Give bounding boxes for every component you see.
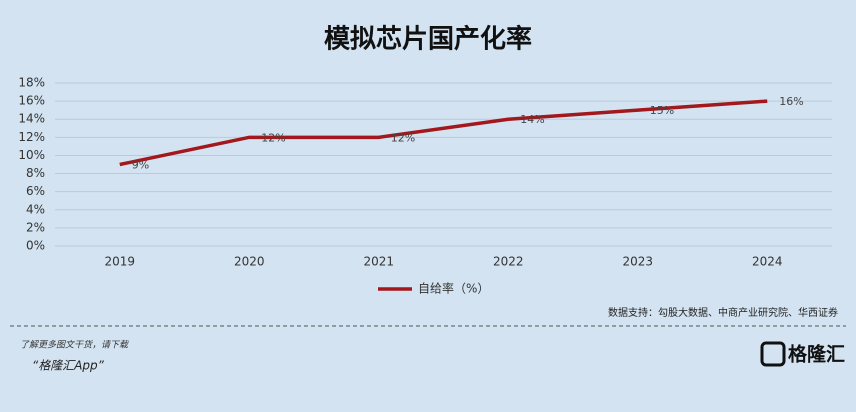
data-label: 15% — [650, 104, 674, 117]
x-tick-label: 2019 — [104, 255, 135, 269]
logo-icon — [760, 341, 786, 367]
y-tick-label: 2% — [26, 220, 45, 234]
x-tick-label: 2022 — [493, 255, 524, 269]
line-series — [119, 99, 768, 167]
y-tick-label: 18% — [18, 76, 45, 90]
data-label: 14% — [520, 113, 544, 126]
y-tick-label: 16% — [18, 94, 45, 108]
y-tick-label: 10% — [18, 148, 45, 162]
data-label: 12% — [261, 131, 285, 144]
footer-app: “格隆汇App” — [32, 359, 105, 373]
data-label: 16% — [779, 95, 803, 108]
y-tick-label: 0% — [26, 239, 45, 253]
x-tick-label: 2021 — [363, 255, 394, 269]
source: 数据支持：勾股大数据、中商产业研究院、华西证券 — [608, 306, 838, 319]
y-tick-label: 6% — [26, 184, 45, 198]
x-tick-label: 2020 — [234, 255, 265, 269]
footer-prompt: 了解更多图文干货，请下载 — [20, 340, 129, 351]
x-tick-label: 2024 — [752, 255, 783, 269]
x-tick-label: 2023 — [622, 255, 653, 269]
y-tick-label: 14% — [18, 112, 45, 126]
y-tick-label: 12% — [18, 130, 45, 144]
y-tick-label: 8% — [26, 166, 45, 180]
logo-text: 格隆汇 — [788, 343, 845, 366]
data-label: 12% — [391, 131, 415, 144]
legend-label: 自给率（%） — [418, 281, 489, 296]
chart-title: 模拟芯片国产化率 — [324, 24, 532, 55]
y-tick-label: 4% — [26, 202, 45, 216]
data-label: 9% — [132, 159, 149, 172]
